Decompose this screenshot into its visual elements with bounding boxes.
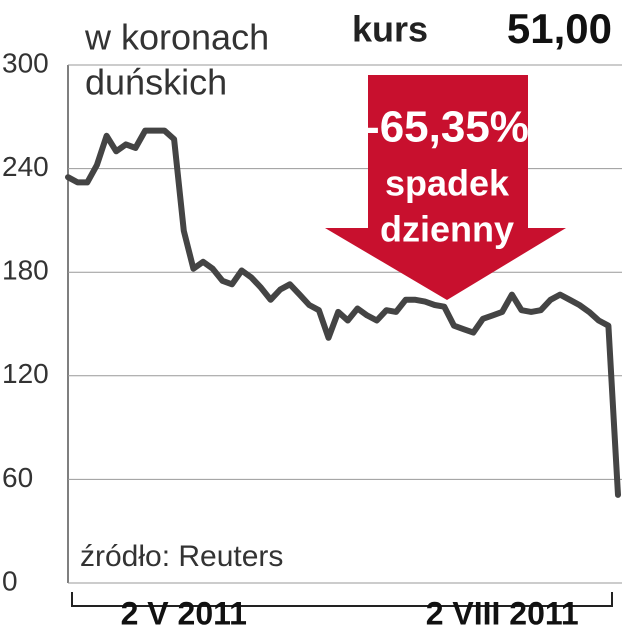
unit-label: duńskich [85, 62, 227, 103]
y-tick-label: 300 [2, 47, 49, 78]
y-tick-label: 120 [2, 358, 49, 389]
x-axis-bracket [71, 592, 613, 607]
price-value: 51,00 [507, 5, 612, 52]
callout-text: dzienny [380, 209, 514, 250]
price-label: kurs [352, 9, 428, 50]
x-tick-label: 2 VIII 2011 [426, 595, 579, 631]
x-tick-label: 2 V 2011 [121, 595, 247, 631]
callout-text: -65,35% [365, 103, 529, 152]
unit-label: w koronach [84, 17, 269, 58]
y-tick-label: 240 [2, 151, 49, 182]
y-tick-label: 180 [2, 255, 49, 286]
line [65, 127, 621, 498]
source: źródło: Reuters [80, 540, 283, 573]
y-tick-label: 60 [2, 462, 33, 493]
callout-text: spadek [385, 163, 510, 204]
callout-arrow [325, 75, 566, 300]
y-tick-label: 0 [2, 565, 18, 596]
